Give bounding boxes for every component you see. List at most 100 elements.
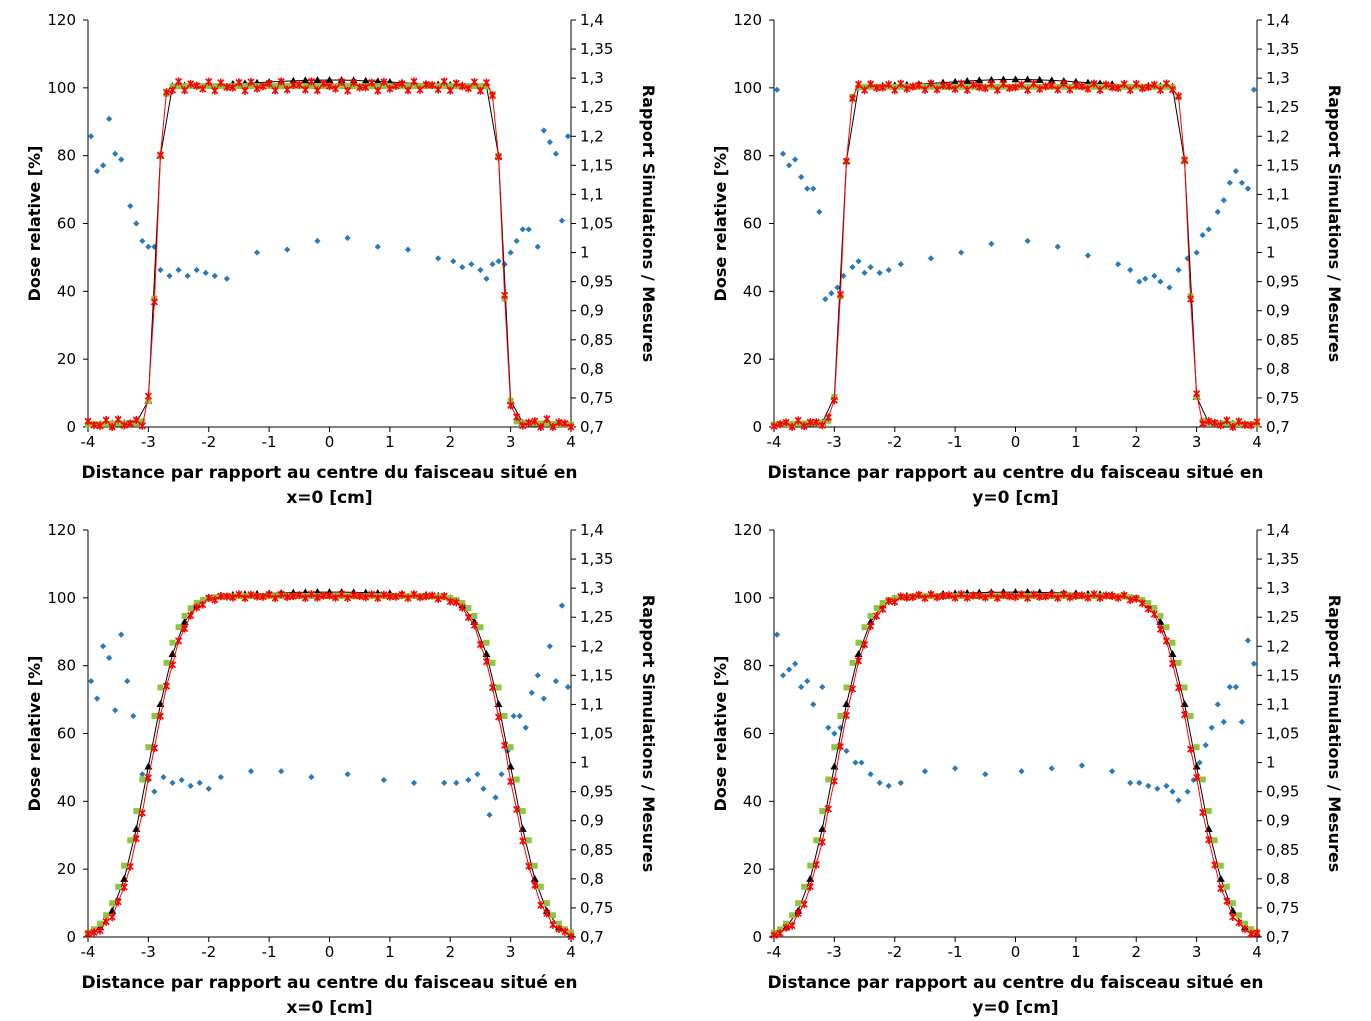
cross-point — [410, 590, 418, 599]
y-tick-label: 60 — [57, 725, 76, 743]
ratio-point — [1145, 782, 1152, 789]
cross-point — [223, 83, 231, 92]
y2-tick-label: 0,75 — [580, 389, 613, 407]
cross-point — [921, 594, 929, 603]
y2-tick-label: 0,7 — [580, 928, 604, 946]
square-point — [819, 808, 826, 815]
x-tick-label: -4 — [81, 943, 96, 961]
cross-point — [891, 86, 899, 95]
cross-point — [812, 860, 820, 869]
ratio-point — [1115, 261, 1122, 268]
cross-point — [1072, 591, 1080, 600]
ratio-point — [1166, 284, 1173, 291]
ratio-point — [876, 269, 883, 277]
y2-tick-label: 0,95 — [580, 273, 613, 291]
cross-point — [108, 913, 116, 922]
cross-point — [939, 81, 947, 90]
x-tick-label: 1 — [1071, 433, 1081, 451]
cross-point — [794, 909, 802, 918]
cross-point — [1024, 86, 1032, 95]
ratio-point — [522, 724, 529, 731]
cross-point — [277, 590, 285, 599]
cross-point — [470, 77, 478, 86]
ratio-point — [1202, 742, 1209, 749]
cross-point — [501, 291, 509, 300]
ratio-point — [849, 263, 856, 271]
ratio-point — [202, 269, 209, 277]
cross-point — [156, 151, 165, 160]
square-point — [1175, 659, 1182, 666]
cross-point — [909, 593, 917, 602]
x-tick-label: 2 — [445, 433, 455, 451]
ratio-point — [205, 785, 212, 792]
cross-point — [229, 593, 237, 602]
x-tick-label: 2 — [1131, 943, 1141, 961]
ratio-point — [1238, 179, 1246, 186]
ratio-point — [410, 779, 418, 787]
square-point — [477, 83, 484, 90]
square-point — [519, 808, 526, 815]
cross-point — [1060, 79, 1068, 88]
ratio-point — [1175, 266, 1182, 274]
cross-point — [241, 594, 249, 603]
square-point — [1169, 639, 1176, 646]
y2-tick-label: 1 — [1266, 754, 1276, 772]
cross-point — [84, 929, 92, 938]
y-tick-label: 120 — [733, 521, 762, 539]
square-point — [861, 624, 868, 631]
cross-point — [957, 79, 965, 88]
square-point — [187, 605, 194, 612]
cross-point — [1253, 928, 1261, 937]
cross-point — [867, 622, 875, 631]
cross-point — [836, 290, 844, 299]
y2-tick-label: 0,75 — [1266, 899, 1299, 917]
triangle-point — [999, 75, 1008, 83]
cross-point — [1180, 155, 1189, 164]
y2-tick-label: 0,75 — [580, 899, 613, 917]
cross-point — [446, 86, 454, 95]
cross-point — [1132, 594, 1140, 603]
square-point — [157, 684, 164, 691]
y-tick-label: 60 — [743, 215, 762, 233]
square-point — [109, 900, 116, 907]
y2-tick-label: 0,95 — [1266, 273, 1299, 291]
ratio-point — [876, 779, 883, 787]
cross-point — [217, 78, 225, 87]
square-point — [169, 639, 176, 646]
ratio-point — [93, 695, 101, 702]
cross-point — [277, 77, 285, 86]
x-tick-label: -2 — [887, 943, 902, 961]
square-point — [344, 83, 351, 90]
ratio-point — [106, 654, 113, 662]
y-tick-label: 40 — [743, 792, 762, 810]
cross-point — [1126, 86, 1134, 95]
ratio-point — [528, 689, 535, 696]
x-tick-label: 3 — [1192, 433, 1202, 451]
ratio-point — [1226, 179, 1233, 186]
triangle-point — [313, 76, 322, 84]
square-point — [181, 612, 188, 619]
cross-point — [259, 82, 267, 91]
cross-point — [1066, 593, 1074, 602]
ratio-point — [816, 208, 823, 215]
square-point — [139, 418, 146, 425]
cross-point — [860, 640, 869, 649]
cross-point — [428, 81, 436, 90]
cross-point — [1138, 599, 1146, 608]
ratio-point — [513, 237, 520, 245]
cross-point — [981, 593, 989, 602]
cross-point — [235, 590, 243, 599]
cross-point — [824, 805, 832, 814]
square-point — [837, 712, 844, 719]
cross-point — [993, 594, 1001, 603]
cross-point — [549, 920, 557, 929]
square-point — [163, 659, 170, 666]
square-point — [441, 83, 448, 90]
cross-point — [235, 78, 243, 87]
cross-point — [168, 660, 177, 669]
cross-point — [289, 80, 297, 89]
cross-point — [1187, 745, 1195, 754]
cross-point — [416, 593, 424, 602]
cross-point — [313, 593, 321, 602]
cross-point — [126, 862, 134, 871]
